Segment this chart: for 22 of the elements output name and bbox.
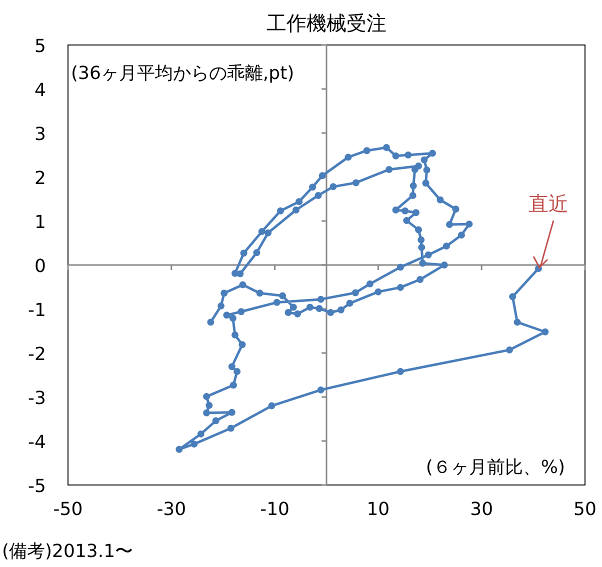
x-axis-title: (６ヶ月前比、%) bbox=[426, 457, 565, 478]
chart-title: 工作機械受注 bbox=[266, 11, 386, 35]
y-axis-title: (36ヶ月平均からの乖離,pt) bbox=[71, 63, 294, 84]
x-tick-label: 50 bbox=[574, 499, 596, 520]
y-tick-label: -5 bbox=[28, 476, 46, 497]
x-tick-label: 30 bbox=[470, 499, 494, 520]
y-tick-label: 5 bbox=[34, 36, 46, 57]
y-tick-label: 1 bbox=[34, 212, 46, 233]
x-tick-label: -30 bbox=[156, 499, 186, 520]
x-tick-label: 10 bbox=[366, 499, 390, 520]
x-tick-label: -50 bbox=[53, 499, 83, 520]
y-tick-label: -2 bbox=[28, 344, 46, 365]
text: (備考)2013.1〜 bbox=[2, 541, 134, 562]
y-tick-label: -1 bbox=[28, 300, 46, 321]
y-tick-label: -3 bbox=[28, 388, 46, 409]
y-tick-label: 4 bbox=[34, 80, 46, 101]
x-tick-label: -10 bbox=[260, 499, 290, 520]
y-tick-label: -4 bbox=[28, 432, 46, 453]
y-tick-label: 0 bbox=[34, 256, 46, 277]
y-tick-label: 2 bbox=[34, 168, 46, 189]
y-tick-label: 3 bbox=[34, 124, 46, 145]
annotation: 直近 bbox=[528, 192, 568, 216]
